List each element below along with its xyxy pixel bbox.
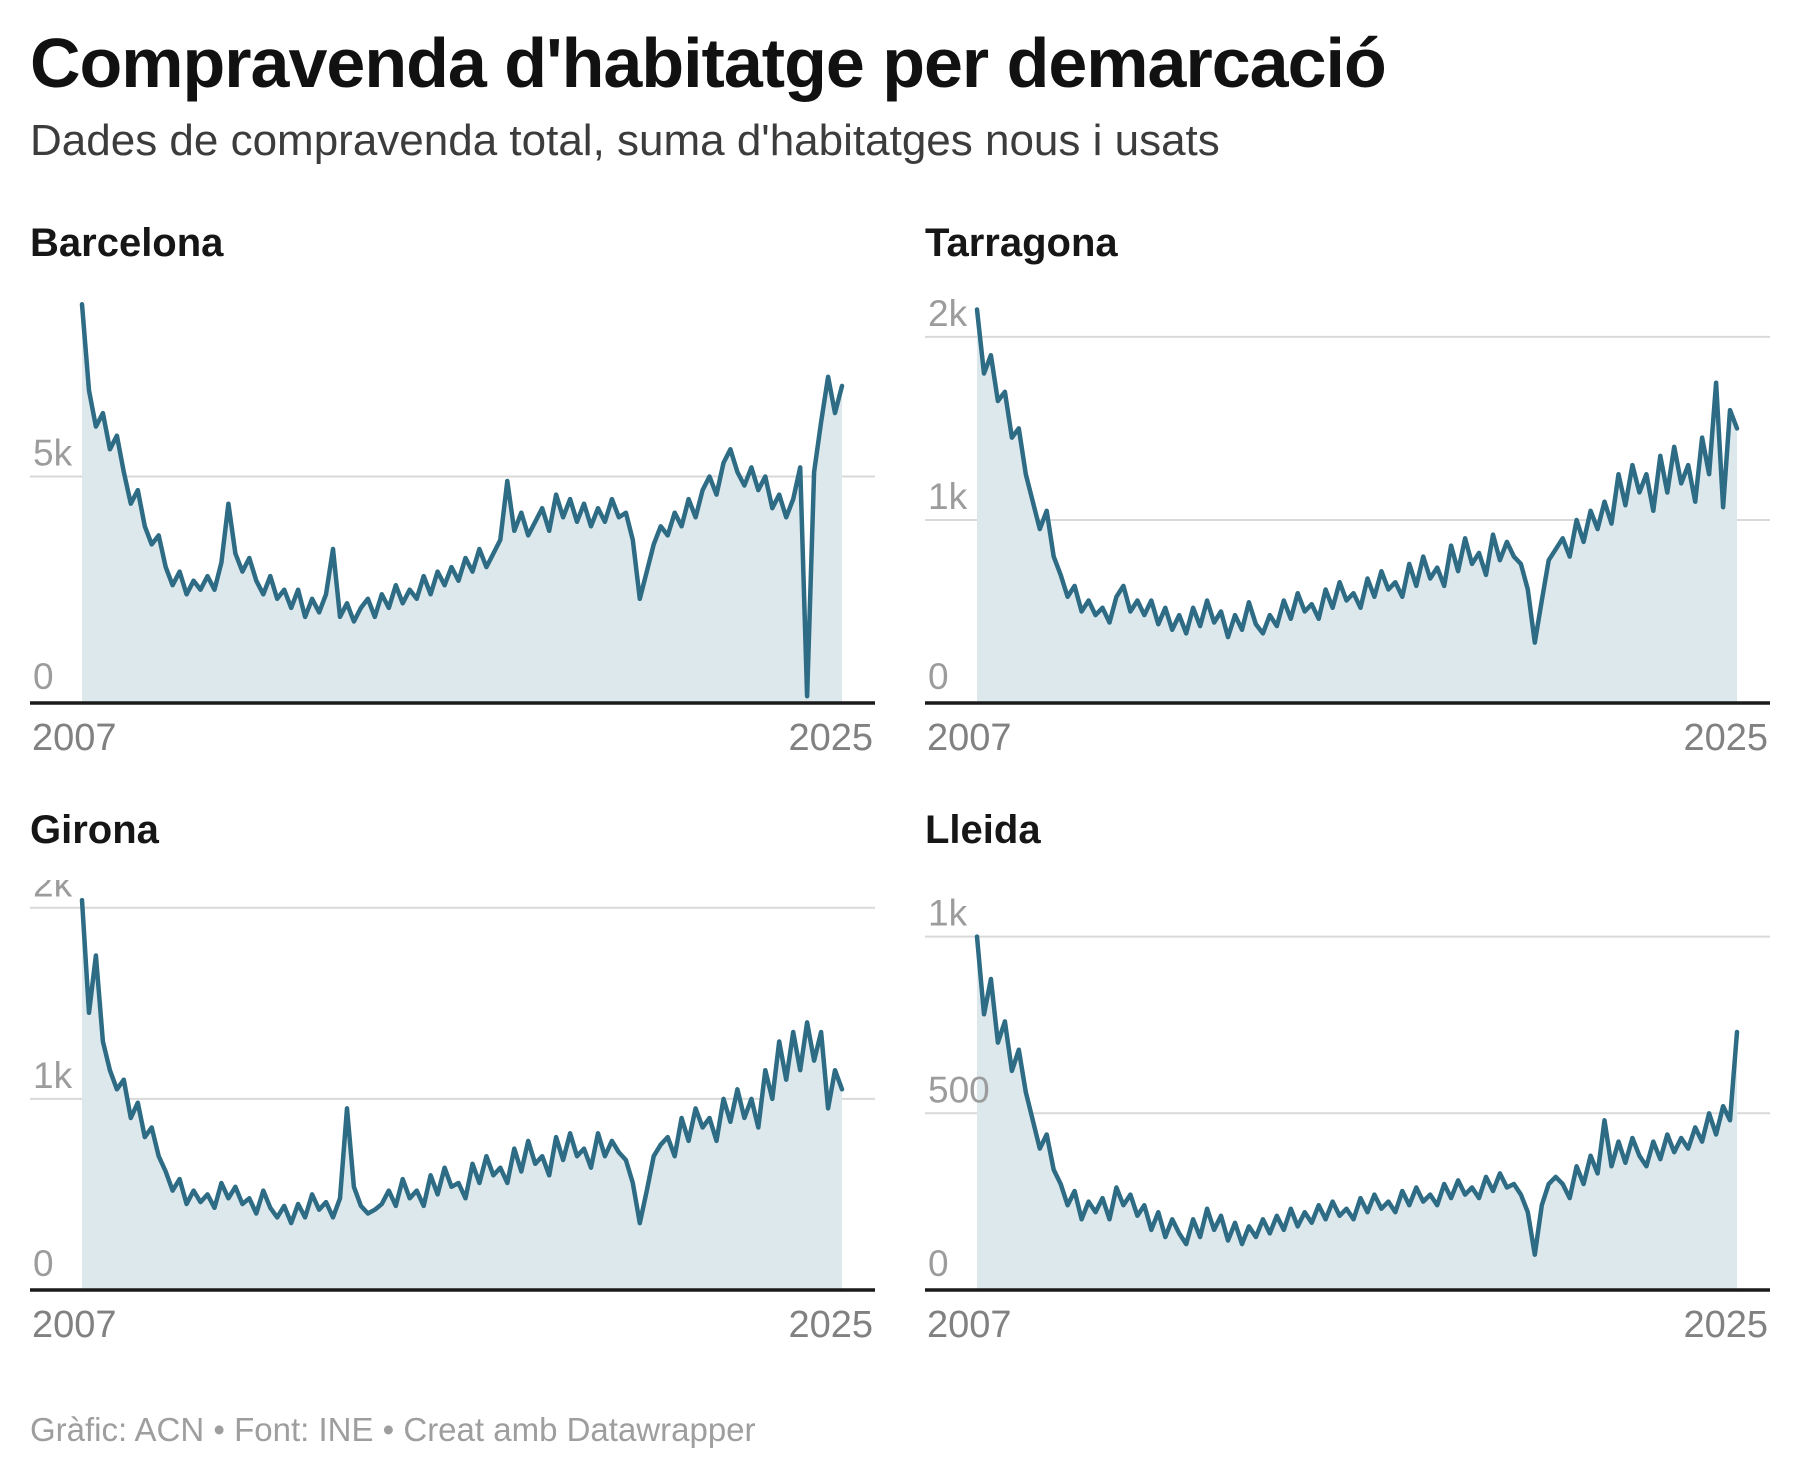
x-axis-label-start: 2007 <box>32 1303 117 1346</box>
svg-text:1k: 1k <box>33 1055 73 1096</box>
chart-panel-girona: Girona 2k 1k 0 2007 2025 <box>30 806 875 1347</box>
chart-panel-lleida: Lleida 1k 500 0 2007 2025 <box>925 806 1770 1347</box>
svg-text:0: 0 <box>33 656 54 697</box>
x-axis-label-start: 2007 <box>32 716 117 759</box>
credit-line: Gràfic: ACN • Font: INE • Creat amb Data… <box>30 1410 756 1448</box>
chart-title-lleida: Lleida <box>925 807 1041 852</box>
charts-grid: Barcelona 5k 0 2007 2025 Tarragona 2k 1k 0 … <box>30 219 1770 1347</box>
svg-text:0: 0 <box>928 1243 949 1284</box>
x-axis-labels: 2007 2025 <box>925 717 1770 760</box>
x-axis-label-end: 2025 <box>788 716 873 759</box>
chart-title-girona: Girona <box>30 807 159 852</box>
chart-panel-tarragona: Tarragona 2k 1k 0 2007 2025 <box>925 219 1770 760</box>
svg-text:1k: 1k <box>928 893 968 934</box>
svg-text:0: 0 <box>33 1243 54 1284</box>
chart-barcelona: 5k 0 <box>30 302 875 705</box>
svg-text:2k: 2k <box>33 880 73 905</box>
chart-girona: 2k 1k 0 <box>30 880 875 1292</box>
x-axis-label-start: 2007 <box>927 1303 1012 1346</box>
x-axis-label-start: 2007 <box>927 716 1012 759</box>
chart-lleida: 1k 500 0 <box>925 893 1770 1292</box>
svg-text:2k: 2k <box>928 293 968 334</box>
chart-panel-barcelona: Barcelona 5k 0 2007 2025 <box>30 219 875 760</box>
page-title: Compravenda d'habitatge per demarcació <box>30 24 1387 102</box>
x-axis-label-end: 2025 <box>788 1303 873 1346</box>
x-axis-label-end: 2025 <box>1683 1303 1768 1346</box>
svg-text:0: 0 <box>928 656 949 697</box>
x-axis-label-end: 2025 <box>1683 716 1768 759</box>
chart-title-barcelona: Barcelona <box>30 220 224 265</box>
chart-title-tarragona: Tarragona <box>925 220 1118 265</box>
x-axis-labels: 2007 2025 <box>925 1304 1770 1347</box>
svg-text:1k: 1k <box>928 476 968 517</box>
svg-text:500: 500 <box>928 1069 990 1110</box>
x-axis-labels: 2007 2025 <box>30 1304 875 1347</box>
svg-text:5k: 5k <box>33 432 73 473</box>
chart-tarragona: 2k 1k 0 <box>925 293 1770 705</box>
x-axis-labels: 2007 2025 <box>30 717 875 760</box>
page-subtitle: Dades de compravenda total, suma d'habit… <box>30 116 1220 166</box>
